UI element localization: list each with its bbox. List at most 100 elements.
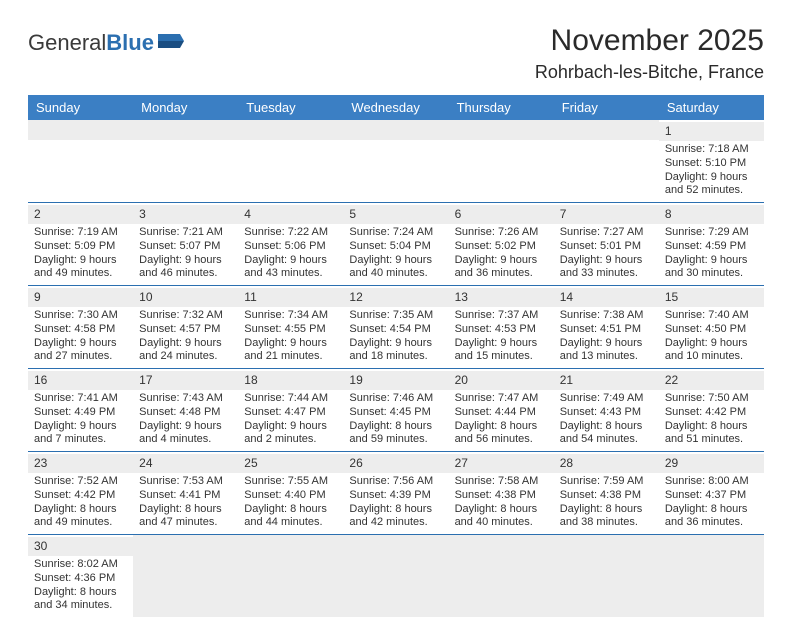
day-number: 18 bbox=[238, 371, 343, 390]
logo-text-2: Blue bbox=[106, 30, 154, 56]
daylight-text: Daylight: 9 hours and 52 minutes. bbox=[665, 171, 758, 199]
day-cell: 11Sunrise: 7:34 AMSunset: 4:55 PMDayligh… bbox=[238, 286, 343, 368]
day-cell: 15Sunrise: 7:40 AMSunset: 4:50 PMDayligh… bbox=[659, 286, 764, 368]
brand-logo: GeneralBlue bbox=[28, 30, 184, 56]
weekday-col: Saturday bbox=[659, 95, 764, 120]
day-cell: 17Sunrise: 7:43 AMSunset: 4:48 PMDayligh… bbox=[133, 369, 238, 451]
sunrise-text: Sunrise: 7:47 AM bbox=[455, 392, 548, 406]
daylight-text: Daylight: 9 hours and 21 minutes. bbox=[244, 337, 337, 365]
title-block: November 2025 Rohrbach-les-Bitche, Franc… bbox=[535, 24, 764, 83]
sunrise-text: Sunrise: 7:22 AM bbox=[244, 226, 337, 240]
day-cell: 16Sunrise: 7:41 AMSunset: 4:49 PMDayligh… bbox=[28, 369, 133, 451]
sunrise-text: Sunrise: 7:44 AM bbox=[244, 392, 337, 406]
daylight-text: Daylight: 9 hours and 40 minutes. bbox=[349, 254, 442, 282]
day-number: 27 bbox=[449, 454, 554, 473]
day-cell: 30Sunrise: 8:02 AMSunset: 4:36 PMDayligh… bbox=[28, 535, 133, 617]
daylight-text: Daylight: 9 hours and 13 minutes. bbox=[560, 337, 653, 365]
sunset-text: Sunset: 4:57 PM bbox=[139, 323, 232, 337]
sunrise-text: Sunrise: 7:32 AM bbox=[139, 309, 232, 323]
day-number: 16 bbox=[28, 371, 133, 390]
week-row: 30Sunrise: 8:02 AMSunset: 4:36 PMDayligh… bbox=[28, 535, 764, 617]
sunrise-text: Sunrise: 7:30 AM bbox=[34, 309, 127, 323]
day-number: 2 bbox=[28, 205, 133, 224]
sunrise-text: Sunrise: 7:55 AM bbox=[244, 475, 337, 489]
sunset-text: Sunset: 4:55 PM bbox=[244, 323, 337, 337]
day-number: 20 bbox=[449, 371, 554, 390]
sunrise-text: Sunrise: 7:38 AM bbox=[560, 309, 653, 323]
sunrise-text: Sunrise: 7:37 AM bbox=[455, 309, 548, 323]
day-cell: 24Sunrise: 7:53 AMSunset: 4:41 PMDayligh… bbox=[133, 452, 238, 534]
sunrise-text: Sunrise: 7:59 AM bbox=[560, 475, 653, 489]
day-cell: 23Sunrise: 7:52 AMSunset: 4:42 PMDayligh… bbox=[28, 452, 133, 534]
week-row: 16Sunrise: 7:41 AMSunset: 4:49 PMDayligh… bbox=[28, 369, 764, 452]
daylight-text: Daylight: 9 hours and 36 minutes. bbox=[455, 254, 548, 282]
day-cell: 2Sunrise: 7:19 AMSunset: 5:09 PMDaylight… bbox=[28, 203, 133, 285]
weekday-header-row: Sunday Monday Tuesday Wednesday Thursday… bbox=[28, 95, 764, 120]
daylight-text: Daylight: 8 hours and 56 minutes. bbox=[455, 420, 548, 448]
daylight-text: Daylight: 9 hours and 24 minutes. bbox=[139, 337, 232, 365]
sunset-text: Sunset: 5:09 PM bbox=[34, 240, 127, 254]
day-number: 8 bbox=[659, 205, 764, 224]
sunrise-text: Sunrise: 8:02 AM bbox=[34, 558, 127, 572]
sunset-text: Sunset: 5:10 PM bbox=[665, 157, 758, 171]
day-number: 26 bbox=[343, 454, 448, 473]
day-number: 10 bbox=[133, 288, 238, 307]
day-number: 15 bbox=[659, 288, 764, 307]
day-number: 14 bbox=[554, 288, 659, 307]
day-number: 30 bbox=[28, 537, 133, 556]
sunrise-text: Sunrise: 7:49 AM bbox=[560, 392, 653, 406]
sunset-text: Sunset: 5:06 PM bbox=[244, 240, 337, 254]
daylight-text: Daylight: 9 hours and 30 minutes. bbox=[665, 254, 758, 282]
day-cell: 27Sunrise: 7:58 AMSunset: 4:38 PMDayligh… bbox=[449, 452, 554, 534]
day-number: 21 bbox=[554, 371, 659, 390]
week-row: 23Sunrise: 7:52 AMSunset: 4:42 PMDayligh… bbox=[28, 452, 764, 535]
daylight-text: Daylight: 9 hours and 7 minutes. bbox=[34, 420, 127, 448]
sunrise-text: Sunrise: 7:19 AM bbox=[34, 226, 127, 240]
sunrise-text: Sunrise: 7:52 AM bbox=[34, 475, 127, 489]
sunset-text: Sunset: 4:53 PM bbox=[455, 323, 548, 337]
daylight-text: Daylight: 9 hours and 46 minutes. bbox=[139, 254, 232, 282]
weekday-col: Sunday bbox=[28, 95, 133, 120]
day-cell: 12Sunrise: 7:35 AMSunset: 4:54 PMDayligh… bbox=[343, 286, 448, 368]
day-cell: 14Sunrise: 7:38 AMSunset: 4:51 PMDayligh… bbox=[554, 286, 659, 368]
sunrise-text: Sunrise: 7:21 AM bbox=[139, 226, 232, 240]
daylight-text: Daylight: 9 hours and 33 minutes. bbox=[560, 254, 653, 282]
week-row: 2 Sunrise: 7:19 AMSunset: 5:09 PM Daylight… bbox=[28, 203, 764, 286]
sunrise-text: Sunrise: 7:41 AM bbox=[34, 392, 127, 406]
day-cell: 13Sunrise: 7:37 AMSunset: 4:53 PMDayligh… bbox=[449, 286, 554, 368]
sunset-text: Sunset: 4:54 PM bbox=[349, 323, 442, 337]
weekday-col: Thursday bbox=[449, 95, 554, 120]
day-number: 24 bbox=[133, 454, 238, 473]
sunrise-text: Sunrise: 7:24 AM bbox=[349, 226, 442, 240]
sunset-text: Sunset: 4:47 PM bbox=[244, 406, 337, 420]
day-number: 6 bbox=[449, 205, 554, 224]
sunrise-text: Sunrise: 7:40 AM bbox=[665, 309, 758, 323]
empty-cell bbox=[449, 535, 554, 617]
day-number: 1 bbox=[659, 122, 764, 141]
weekday-col: Friday bbox=[554, 95, 659, 120]
day-cell: 29Sunrise: 8:00 AMSunset: 4:37 PMDayligh… bbox=[659, 452, 764, 534]
daylight-text: Daylight: 8 hours and 36 minutes. bbox=[665, 503, 758, 531]
day-cell: 8Sunrise: 7:29 AMSunset: 4:59 PMDaylight… bbox=[659, 203, 764, 285]
sunrise-text: Sunrise: 7:56 AM bbox=[349, 475, 442, 489]
sunset-text: Sunset: 4:43 PM bbox=[560, 406, 653, 420]
sunrise-text: Sunrise: 7:50 AM bbox=[665, 392, 758, 406]
sunrise-text: Sunrise: 7:29 AM bbox=[665, 226, 758, 240]
day-cell: 20Sunrise: 7:47 AMSunset: 4:44 PMDayligh… bbox=[449, 369, 554, 451]
calendar-page: GeneralBlue November 2025 Rohrbach-les-B… bbox=[0, 0, 792, 641]
day-cell: 9Sunrise: 7:30 AMSunset: 4:58 PMDaylight… bbox=[28, 286, 133, 368]
sunset-text: Sunset: 4:45 PM bbox=[349, 406, 442, 420]
empty-cell bbox=[133, 535, 238, 617]
sunset-text: Sunset: 4:50 PM bbox=[665, 323, 758, 337]
day-number: 3 bbox=[133, 205, 238, 224]
sunrise-text: Sunrise: 7:18 AM bbox=[665, 143, 758, 157]
daylight-text: Daylight: 9 hours and 18 minutes. bbox=[349, 337, 442, 365]
day-number: 17 bbox=[133, 371, 238, 390]
logo-text-1: General bbox=[28, 30, 106, 56]
sunset-text: Sunset: 5:07 PM bbox=[139, 240, 232, 254]
sunrise-text: Sunrise: 7:43 AM bbox=[139, 392, 232, 406]
sunrise-text: Sunrise: 7:27 AM bbox=[560, 226, 653, 240]
daylight-text: Daylight: 9 hours and 27 minutes. bbox=[34, 337, 127, 365]
daylight-text: Daylight: 8 hours and 42 minutes. bbox=[349, 503, 442, 531]
sunrise-text: Sunrise: 7:58 AM bbox=[455, 475, 548, 489]
